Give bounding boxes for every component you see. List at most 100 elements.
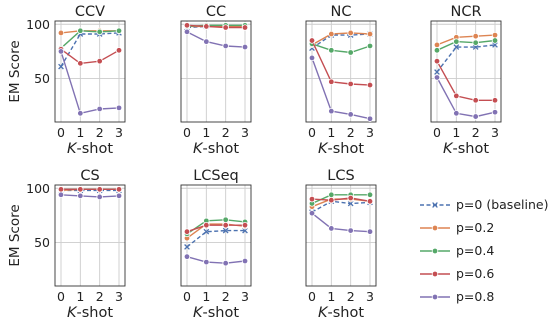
x-axis-label: K-shot (193, 141, 239, 157)
legend-item: p=0.8 (420, 285, 548, 308)
x-axis-label: K-shot (318, 305, 364, 321)
data-point (472, 97, 479, 104)
data-point (241, 43, 249, 51)
data-point (347, 194, 354, 202)
data-point (57, 186, 65, 193)
legend-label: p=0 (baseline) (456, 197, 549, 212)
legend-swatch (420, 224, 450, 231)
data-point (115, 27, 123, 34)
legend-item: p=0.4 (420, 239, 548, 262)
series-line (186, 24, 245, 29)
x-axis-label-shot: -shot (76, 141, 113, 157)
data-point (58, 63, 64, 70)
x-tick-label: 3 (491, 125, 499, 140)
plot-frame (180, 20, 252, 123)
data-point (203, 38, 210, 45)
data-point (472, 39, 479, 46)
series-line (186, 31, 246, 48)
x-tick-label: 0 (308, 289, 316, 304)
x-axis-label: K-shot (193, 305, 239, 321)
data-point (491, 37, 499, 44)
x-axis-label-shot: -shot (202, 141, 239, 157)
data-point (308, 210, 316, 217)
data-point (347, 49, 354, 56)
data-point (347, 111, 354, 118)
data-point (96, 105, 103, 113)
data-point (308, 37, 316, 44)
legend-item: p=0.6 (420, 262, 548, 285)
x-tick-label: 2 (222, 289, 230, 304)
x-axis-label-shot: -shot (327, 141, 364, 157)
series-line (60, 30, 120, 49)
data-point (183, 22, 191, 29)
y-tick-label: 100 (26, 17, 50, 32)
data-point (328, 78, 335, 86)
data-point (183, 228, 191, 235)
x-axis-label-k: K (318, 305, 329, 321)
plot-frame (180, 184, 252, 287)
data-point (366, 198, 374, 205)
x-tick-label: 2 (96, 289, 104, 304)
data-point (222, 221, 229, 229)
data-point (222, 259, 229, 267)
series-line (311, 33, 371, 49)
data-point (57, 48, 65, 55)
x-axis-label-k: K (318, 141, 329, 157)
x-axis-label: K-shot (67, 305, 113, 321)
data-point (366, 81, 374, 89)
y-tick-label: 100 (26, 181, 50, 196)
x-tick-label: 2 (347, 125, 355, 140)
data-point (453, 92, 460, 100)
data-point (308, 54, 316, 62)
series-line (436, 77, 496, 118)
data-point (472, 113, 479, 120)
x-tick-label: 1 (327, 125, 335, 140)
data-point (115, 192, 123, 200)
y-tick-label: 50 (34, 71, 50, 86)
data-point (77, 186, 84, 193)
legend-item: p=0.2 (420, 216, 548, 239)
data-point (453, 110, 460, 117)
chart-title: CCV (75, 4, 105, 20)
data-point (308, 195, 316, 203)
chart-title: LCS (327, 168, 354, 184)
data-point (491, 109, 499, 116)
x-tick-label: 0 (57, 125, 65, 140)
chart-title: NC (331, 4, 352, 20)
data-point (203, 258, 210, 266)
data-point (77, 27, 84, 34)
data-point (366, 228, 374, 235)
data-point (431, 224, 439, 231)
legend: p=0 (baseline) p=0.2 p=0.4 p=0.6 p=0.8 (420, 193, 548, 308)
x-tick-label: 3 (366, 289, 374, 304)
plot-frame (305, 20, 377, 123)
data-point (183, 253, 191, 260)
data-point (433, 41, 441, 49)
legend-label: p=0.6 (456, 266, 495, 281)
legend-label: p=0.4 (456, 243, 495, 258)
data-point (328, 107, 335, 115)
data-point (431, 270, 439, 277)
data-point (366, 30, 374, 38)
data-point (203, 228, 210, 235)
data-point (203, 23, 210, 30)
x-tick-label: 3 (115, 289, 123, 304)
series-line (60, 48, 120, 65)
legend-swatch (420, 293, 450, 300)
chart-panel: CC0 1 2 3K-shot (180, 4, 252, 157)
data-point (328, 30, 335, 38)
data-point (241, 257, 249, 265)
x-tick-label: 2 (96, 125, 104, 140)
legend-swatch (420, 201, 450, 208)
data-point (57, 29, 65, 37)
data-point (347, 227, 354, 234)
y-tick-label: 50 (34, 235, 50, 250)
x-axis-label-shot: -shot (76, 305, 113, 321)
x-tick-label: 3 (241, 289, 249, 304)
data-point (57, 191, 65, 198)
series-line (311, 32, 371, 46)
series-line (436, 39, 496, 51)
data-point (115, 47, 123, 54)
